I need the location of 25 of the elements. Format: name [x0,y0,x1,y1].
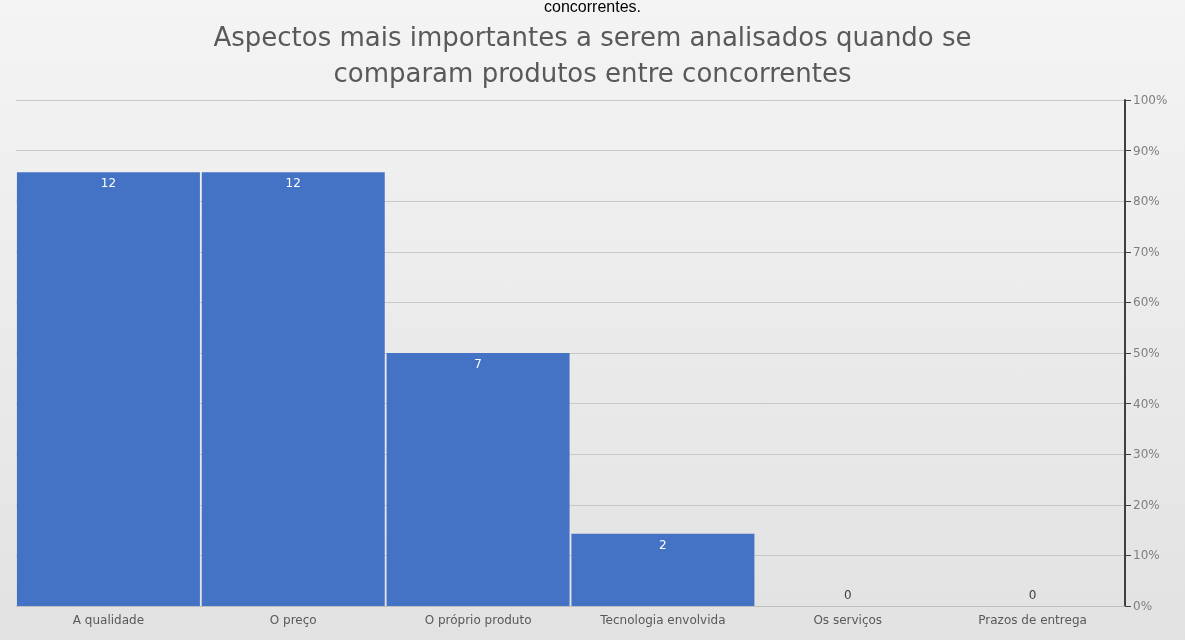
data-label: 12 [100,176,117,191]
text: concorrentes. [544,0,641,15]
x-tick-label: O preço [269,613,317,627]
y2-tick-label: 50% [1133,346,1160,360]
y2-tick-label: 40% [1133,396,1160,411]
y2-tick-label: 10% [1133,548,1160,563]
x-tick-label: A qualidade [72,613,145,627]
y2-tick-label: 80% [1133,194,1160,209]
y2-tick-label: 60% [1133,295,1160,310]
data-label: 0 [1028,588,1037,602]
x-tick-label: Os serviços [813,613,883,627]
y2-tick-label: 0% [1133,599,1153,613]
y2-tick-label: 90% [1133,143,1160,158]
x-tick-label: Tecnologia envolvida [599,613,726,627]
x-tick-label: O próprio produto [424,613,532,627]
data-label: 12 [285,176,301,191]
data-label: 0 [843,588,852,602]
y2-tick-label: 70% [1133,244,1160,259]
y2-tick-label: 100% [1133,93,1168,107]
data-label: 2 [659,537,667,552]
y2-tick-label: 20% [1133,497,1160,512]
data-label: 7 [474,357,482,371]
y2-tick-label: 30% [1133,447,1160,462]
chart-title: Aspectos mais importantes a serem analisados quando se comparam produtos entre concorrentes [213,22,972,88]
x-tick-label: Prazos de entrega [978,613,1087,627]
